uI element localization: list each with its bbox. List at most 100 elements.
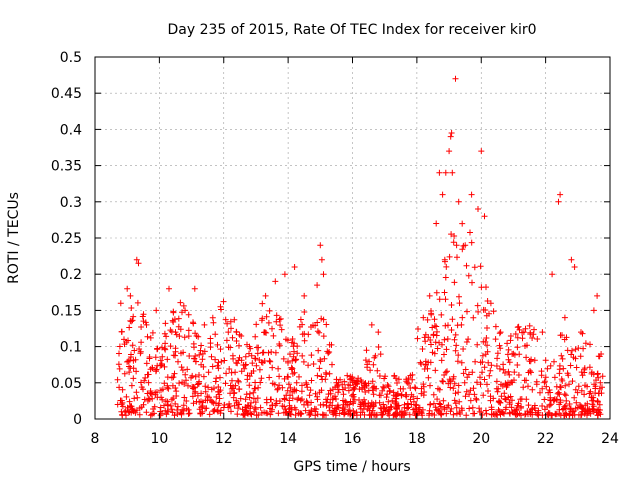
data-point: [428, 341, 434, 348]
data-point: [143, 409, 150, 416]
data-point: [504, 340, 511, 347]
data-point: [485, 359, 492, 366]
data-point: [478, 284, 485, 291]
data-point: [306, 392, 313, 399]
data-point: [333, 396, 339, 402]
data-point: [406, 411, 413, 418]
data-point: [441, 372, 448, 378]
data-point: [553, 383, 560, 390]
data-point: [566, 401, 573, 407]
data-point: [562, 392, 569, 399]
data-point: [168, 328, 175, 335]
data-point: [470, 314, 477, 321]
data-point: [140, 401, 147, 408]
data-point: [251, 408, 258, 415]
y-tick-label: 0.15: [51, 303, 82, 319]
data-point: [132, 356, 139, 363]
data-point: [213, 400, 219, 407]
data-point: [141, 396, 148, 403]
data-point: [433, 323, 440, 330]
data-point: [537, 389, 543, 396]
data-point: [318, 256, 325, 263]
data-point: [199, 399, 206, 406]
data-point: [253, 412, 260, 419]
data-point: [204, 393, 211, 400]
data-point: [440, 378, 447, 385]
data-point: [317, 356, 324, 363]
data-point: [551, 374, 558, 381]
data-point: [381, 384, 388, 391]
y-tick-label: 0: [73, 412, 82, 428]
data-point: [136, 411, 143, 418]
x-axis-label: GPS time / hours: [293, 459, 410, 475]
data-point: [481, 364, 488, 371]
data-point: [507, 380, 513, 386]
data-point: [276, 373, 283, 380]
data-point: [455, 352, 462, 359]
data-point: [446, 253, 453, 260]
data-point: [453, 242, 460, 249]
data-point: [557, 191, 564, 198]
data-point: [441, 351, 447, 358]
data-point: [235, 357, 242, 364]
data-point: [492, 323, 499, 330]
data-point: [268, 349, 275, 355]
data-point: [548, 412, 555, 419]
data-point: [143, 360, 150, 367]
data-point: [575, 345, 582, 352]
data-point: [291, 369, 298, 376]
data-point: [484, 325, 490, 331]
data-point: [154, 362, 161, 369]
data-point: [372, 399, 379, 406]
data-point: [292, 356, 299, 363]
data-point: [323, 321, 330, 328]
data-point: [289, 395, 296, 402]
data-point: [240, 362, 247, 368]
data-point: [531, 402, 538, 409]
data-point: [474, 379, 480, 386]
data-point: [573, 399, 580, 406]
data-point: [480, 306, 487, 313]
data-point: [320, 271, 327, 278]
data-point: [171, 412, 178, 419]
data-point: [514, 362, 521, 368]
data-point: [333, 376, 340, 383]
data-point: [117, 300, 124, 307]
data-point: [195, 333, 202, 340]
data-point: [128, 351, 134, 358]
data-point: [317, 242, 324, 249]
data-point: [198, 390, 205, 397]
data-point: [183, 377, 189, 384]
data-point: [364, 361, 371, 368]
data-point: [128, 318, 135, 325]
data-point: [455, 382, 462, 389]
data-point: [369, 407, 376, 414]
data-point: [300, 358, 307, 365]
data-point: [230, 384, 237, 390]
data-point: [137, 350, 144, 357]
data-point: [236, 401, 242, 408]
data-point: [135, 260, 142, 267]
data-point: [349, 392, 356, 399]
data-point: [336, 410, 343, 417]
data-point: [525, 402, 532, 409]
data-point: [564, 370, 571, 377]
data-point: [403, 378, 410, 385]
data-point: [446, 148, 453, 155]
data-point: [292, 406, 299, 413]
data-point: [161, 380, 168, 387]
data-point: [130, 365, 137, 372]
data-point: [159, 353, 166, 360]
data-point: [596, 353, 603, 360]
data-point: [252, 355, 258, 362]
data-point: [178, 410, 185, 417]
data-point: [190, 320, 197, 327]
data-point: [496, 342, 503, 349]
data-point: [296, 373, 302, 380]
data-point: [162, 346, 169, 353]
data-point: [523, 377, 530, 384]
data-point: [438, 357, 445, 364]
data-point: [376, 373, 383, 379]
data-point: [194, 392, 201, 399]
data-point: [342, 398, 349, 405]
